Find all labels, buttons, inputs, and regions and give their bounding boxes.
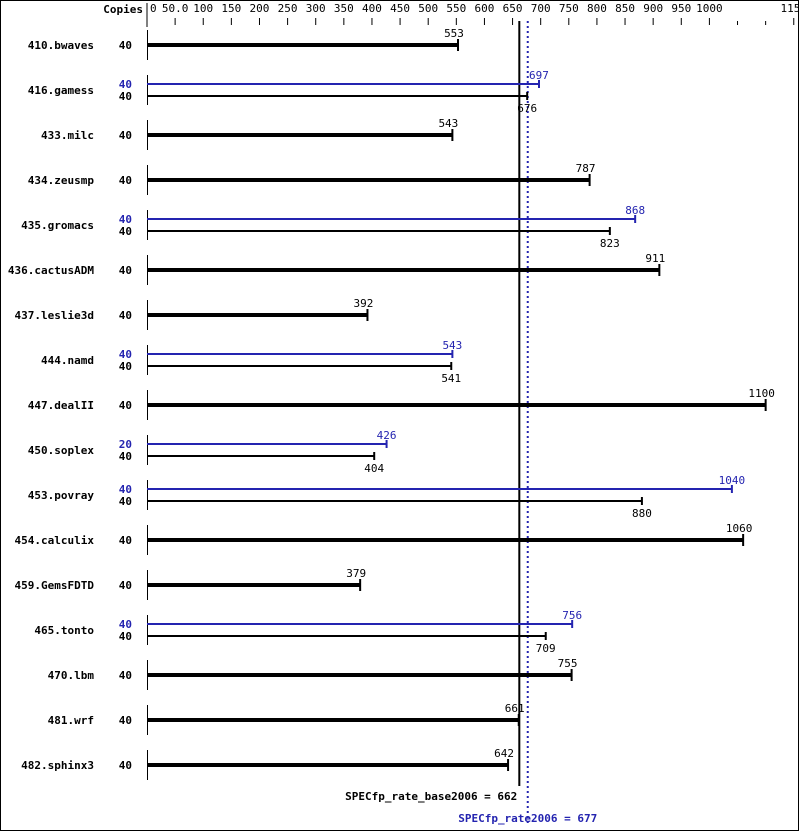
- base-copies: 40: [119, 399, 132, 412]
- benchmark-name: 481.wrf: [48, 714, 94, 727]
- benchmark-name: 410.bwaves: [28, 39, 94, 52]
- x-tick-label: 550: [446, 2, 466, 15]
- peak-value-label: 697: [529, 69, 549, 82]
- peak-value-label: 756: [562, 609, 582, 622]
- x-tick-label: 200: [250, 2, 270, 15]
- peak-copies: 40: [119, 618, 132, 631]
- base-value-label: 880: [632, 507, 652, 520]
- x-tick-label: 450: [390, 2, 410, 15]
- base-value-label: 787: [576, 162, 596, 175]
- x-tick-label: 650: [503, 2, 523, 15]
- base-copies: 40: [119, 495, 132, 508]
- peak-copies: 20: [119, 438, 132, 451]
- benchmark-name: 436.cactusADM: [8, 264, 94, 277]
- base-copies: 40: [119, 759, 132, 772]
- base-copies: 40: [119, 39, 132, 52]
- peak-copies: 40: [119, 483, 132, 496]
- base-copies: 40: [119, 309, 132, 322]
- x-tick-label: 700: [531, 2, 551, 15]
- base-copies: 40: [119, 174, 132, 187]
- benchmark-name: 433.milc: [41, 129, 94, 142]
- benchmark-name: 470.lbm: [48, 669, 95, 682]
- x-tick-label: 950: [671, 2, 691, 15]
- benchmark-name: 435.gromacs: [21, 219, 94, 232]
- base-value-label: 404: [364, 462, 384, 475]
- benchmark-name: 453.povray: [28, 489, 95, 502]
- base-value-label: 676: [517, 102, 537, 115]
- base-value-label: 642: [494, 747, 514, 760]
- base-copies: 40: [119, 90, 132, 103]
- base-copies: 40: [119, 534, 132, 547]
- base-value-label: 541: [441, 372, 461, 385]
- x-tick-label: 350: [334, 2, 354, 15]
- base-value-label: 661: [505, 702, 525, 715]
- peak-value-label: 1040: [719, 474, 746, 487]
- x-tick-label: 850: [615, 2, 635, 15]
- x-tick-label: 500: [418, 2, 438, 15]
- benchmark-name: 459.GemsFDTD: [15, 579, 95, 592]
- base-copies: 40: [119, 264, 132, 277]
- base-value-label: 1060: [726, 522, 753, 535]
- x-tick-label: 300: [306, 2, 326, 15]
- base-value-label: 755: [558, 657, 578, 670]
- base-value-label: 392: [354, 297, 374, 310]
- benchmark-name: 454.calculix: [15, 534, 95, 547]
- base-copies: 40: [119, 450, 132, 463]
- x-tick-label: 50.0: [162, 2, 189, 15]
- base-copies: 40: [119, 630, 132, 643]
- x-tick-label: 250: [278, 2, 298, 15]
- benchmark-name: 465.tonto: [34, 624, 94, 637]
- benchmark-name: 450.soplex: [28, 444, 95, 457]
- copies-header: Copies: [103, 3, 143, 16]
- base-value-label: 1100: [748, 387, 775, 400]
- x-tick-label: 750: [559, 2, 579, 15]
- base-copies: 40: [119, 669, 132, 682]
- x-tick-label: 800: [587, 2, 607, 15]
- x-tick-label: 0: [150, 2, 157, 15]
- benchmark-name: 447.dealII: [28, 399, 94, 412]
- base-value-label: 709: [536, 642, 556, 655]
- x-tick-label: 150: [221, 2, 241, 15]
- peak-copies: 40: [119, 213, 132, 226]
- base-value-label: 911: [645, 252, 665, 265]
- benchmark-name: 444.namd: [41, 354, 94, 367]
- peak-copies: 40: [119, 78, 132, 91]
- x-tick-label: 400: [362, 2, 382, 15]
- x-tick-label: 1000: [696, 2, 723, 15]
- base-value-label: 379: [346, 567, 366, 580]
- base-copies: 40: [119, 579, 132, 592]
- base-value-label: 553: [444, 27, 464, 40]
- base-copies: 40: [119, 225, 132, 238]
- peak-summary-label: SPECfp_rate2006 = 677: [458, 812, 597, 825]
- x-tick-label: 100: [193, 2, 213, 15]
- peak-value-label: 543: [442, 339, 462, 352]
- peak-value-label: 868: [625, 204, 645, 217]
- base-summary-label: SPECfp_rate_base2006 = 662: [345, 790, 517, 803]
- x-tick-label: 600: [475, 2, 495, 15]
- peak-copies: 40: [119, 348, 132, 361]
- benchmark-name: 434.zeusmp: [28, 174, 95, 187]
- base-copies: 40: [119, 129, 132, 142]
- x-tick-label: 1150: [781, 2, 798, 15]
- benchmark-name: 482.sphinx3: [21, 759, 94, 772]
- x-tick-label: 900: [643, 2, 663, 15]
- base-copies: 40: [119, 360, 132, 373]
- base-copies: 40: [119, 714, 132, 727]
- benchmark-name: 437.leslie3d: [15, 309, 94, 322]
- benchmark-name: 416.gamess: [28, 84, 94, 97]
- base-value-label: 823: [600, 237, 620, 250]
- peak-value-label: 426: [377, 429, 397, 442]
- base-value-label: 543: [438, 117, 458, 130]
